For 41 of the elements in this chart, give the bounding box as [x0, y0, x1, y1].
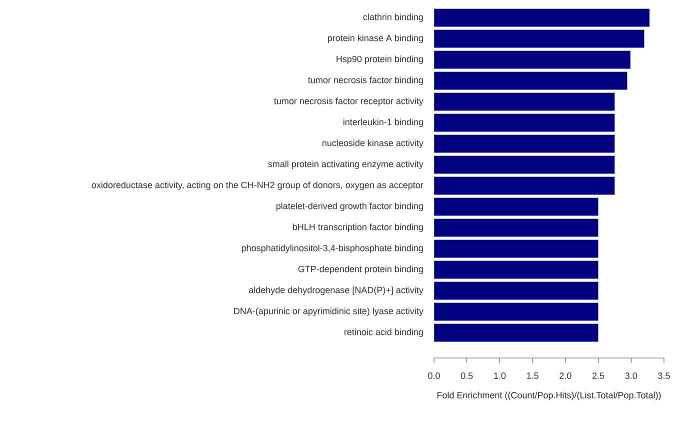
- x-tick-label: 2.0: [560, 372, 572, 379]
- y-tick-label: aldehyde dehydrogenase [NAD(P)+] activity: [248, 286, 424, 295]
- y-tick-label: clathrin binding: [363, 14, 423, 22]
- bar: [434, 198, 598, 216]
- y-tick-label: oxidoreductase activity, acting on the CH-NH2 group of donors, oxygen as acceptor: [92, 182, 424, 190]
- bar: [434, 302, 598, 321]
- bar: [434, 324, 598, 342]
- bar: [434, 134, 615, 153]
- y-tick-label: tumor necrosis factor binding: [308, 76, 423, 85]
- y-tick-label: platelet-derived growth factor binding: [276, 202, 423, 211]
- x-tick-label: 3.0: [625, 372, 638, 379]
- y-tick-label: DNA-(apurinic or apyrimidinic site) lyase activity: [234, 308, 424, 316]
- bar: [434, 114, 615, 132]
- bar: [434, 8, 650, 27]
- x-tick-label: 0.0: [428, 372, 440, 379]
- y-tick-label: retinoic acid binding: [344, 328, 423, 337]
- x-axis-title: Fold Enrichment ((Count/Pop.Hits)/(List.Total/Pop.Total)): [437, 392, 661, 400]
- y-tick-label: small protein activating enzyme activity: [268, 160, 424, 169]
- bar: [434, 218, 598, 237]
- y-tick-label: interleukin-1 binding: [344, 118, 423, 127]
- bar: [434, 92, 615, 111]
- bar: [434, 282, 598, 300]
- bar: [434, 156, 615, 174]
- bar: [434, 72, 628, 90]
- bar: [434, 176, 615, 195]
- x-tick-label: 1.0: [494, 372, 506, 379]
- y-tick-label: nucleoside kinase activity: [322, 140, 424, 148]
- bar: [434, 240, 598, 258]
- y-tick-label: protein kinase A binding: [328, 34, 423, 43]
- y-tick-label: phosphatidylinositol-3,4-bisphosphate binding: [242, 244, 423, 253]
- y-tick-label: bHLH transcription factor binding: [292, 224, 423, 232]
- bar: [434, 50, 631, 69]
- x-tick-label: 1.5: [527, 372, 538, 379]
- bar: [434, 260, 598, 279]
- x-tick-label: 2.5: [592, 372, 604, 379]
- y-tick-label: tumor necrosis factor receptor activity: [274, 98, 424, 106]
- y-tick-label: GTP-dependent protein binding: [298, 266, 423, 274]
- x-tick-label: 0.5: [460, 372, 473, 379]
- x-tick-label: 3.5: [658, 372, 670, 379]
- bar: [434, 30, 644, 48]
- y-tick-label: Hsp90 protein binding: [336, 56, 423, 64]
